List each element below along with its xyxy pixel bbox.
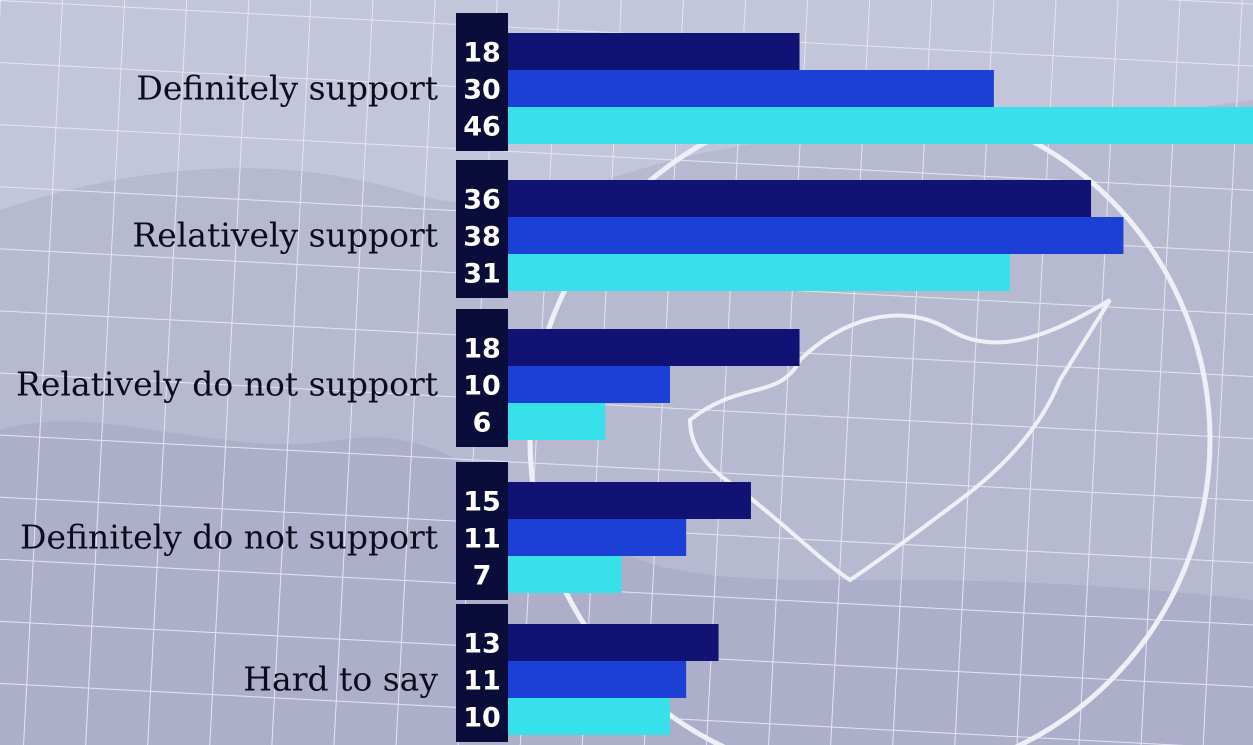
- bar: [508, 556, 622, 593]
- value-label-box: [456, 309, 508, 447]
- bar: [508, 254, 1011, 291]
- bar: [508, 403, 606, 440]
- category-label: Relatively do not support: [16, 365, 438, 404]
- data-label: 38: [463, 222, 501, 253]
- category-label: Hard to say: [243, 660, 438, 699]
- data-label: 13: [463, 629, 501, 660]
- data-label: 30: [463, 75, 501, 106]
- bar: [508, 70, 994, 107]
- data-label: 7: [473, 561, 492, 592]
- bar: [508, 217, 1124, 254]
- bar: [508, 107, 1253, 144]
- value-label-box: [456, 462, 508, 600]
- bars: [508, 33, 1253, 735]
- region-outline: [687, 298, 1112, 583]
- data-label: 15: [463, 487, 501, 518]
- bar: [508, 661, 687, 698]
- category-labels: Definitely support Relatively support Rela…: [16, 69, 438, 699]
- data-label: 6: [473, 408, 492, 439]
- bar: [508, 624, 719, 661]
- category-label: Relatively support: [132, 216, 438, 255]
- bar: [508, 180, 1092, 217]
- value-label-boxes: [456, 13, 508, 742]
- data-label: 18: [463, 334, 501, 365]
- bar: [508, 482, 751, 519]
- value-label-box: [456, 160, 508, 298]
- category-label: Definitely support: [136, 69, 438, 108]
- data-label: 10: [463, 371, 501, 402]
- bar: [508, 519, 687, 556]
- data-label: 46: [463, 112, 501, 143]
- category-label: Definitely do not support: [20, 518, 438, 557]
- data-label: 10: [463, 703, 501, 734]
- bar: [508, 329, 800, 366]
- data-label: 11: [463, 524, 501, 555]
- bar: [508, 33, 800, 70]
- data-label: 18: [463, 38, 501, 69]
- data-label: 31: [463, 259, 501, 290]
- data-label: 36: [463, 185, 501, 216]
- bar: [508, 698, 670, 735]
- value-label-box: [456, 604, 508, 742]
- bar: [508, 366, 670, 403]
- value-label-box: [456, 13, 508, 151]
- value-labels: 18 30 46 36 38 31 18 10 6 15 11 7 13 11 10: [463, 38, 501, 734]
- data-label: 11: [463, 666, 501, 697]
